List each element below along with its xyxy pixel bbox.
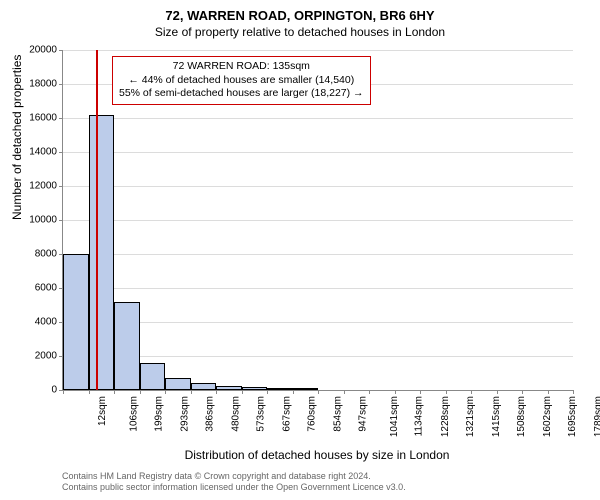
gridline xyxy=(63,254,573,255)
x-tick xyxy=(114,390,115,394)
x-tick-label: 293sqm xyxy=(179,396,190,432)
gridline xyxy=(63,356,573,357)
y-tick xyxy=(59,186,63,187)
chart-container: 72, WARREN ROAD, ORPINGTON, BR6 6HY Size… xyxy=(0,0,600,500)
histogram-bar xyxy=(140,363,166,390)
x-axis-title: Distribution of detached houses by size … xyxy=(62,448,572,462)
x-tick-label: 386sqm xyxy=(205,396,216,432)
x-tick xyxy=(420,390,421,394)
x-tick xyxy=(471,390,472,394)
x-tick-label: 573sqm xyxy=(256,396,267,432)
y-tick-label: 6000 xyxy=(15,283,57,294)
x-tick-label: 106sqm xyxy=(128,396,139,432)
x-tick xyxy=(369,390,370,394)
x-tick-label: 199sqm xyxy=(154,396,165,432)
x-tick xyxy=(446,390,447,394)
histogram-bar xyxy=(191,383,217,390)
gridline xyxy=(63,186,573,187)
x-tick xyxy=(522,390,523,394)
x-tick-label: 947sqm xyxy=(358,396,369,432)
x-tick-label: 1041sqm xyxy=(389,396,400,437)
gridline xyxy=(63,50,573,51)
annotation-box: 72 WARREN ROAD: 135sqm ← 44% of detached… xyxy=(112,56,371,105)
x-tick xyxy=(293,390,294,394)
x-tick xyxy=(63,390,64,394)
x-tick-label: 480sqm xyxy=(230,396,241,432)
y-tick-label: 4000 xyxy=(15,317,57,328)
x-tick-label: 1508sqm xyxy=(516,396,527,437)
y-tick xyxy=(59,50,63,51)
histogram-bar xyxy=(293,388,319,390)
x-tick xyxy=(497,390,498,394)
y-tick-label: 20000 xyxy=(15,45,57,56)
histogram-bar xyxy=(89,115,115,390)
footer-attribution: Contains HM Land Registry data © Crown c… xyxy=(62,471,406,494)
gridline xyxy=(63,118,573,119)
y-tick xyxy=(59,220,63,221)
x-tick-label: 854sqm xyxy=(332,396,343,432)
y-tick-label: 2000 xyxy=(15,351,57,362)
histogram-bar xyxy=(63,254,89,390)
chart-subtitle: Size of property relative to detached ho… xyxy=(0,23,600,39)
x-tick xyxy=(318,390,319,394)
y-tick-label: 8000 xyxy=(15,249,57,260)
chart-area: 0200040006000800010000120001400016000180… xyxy=(62,50,572,390)
x-tick xyxy=(267,390,268,394)
x-tick-label: 1321sqm xyxy=(465,396,476,437)
x-tick xyxy=(89,390,90,394)
x-tick xyxy=(344,390,345,394)
x-tick-label: 1789sqm xyxy=(593,396,600,437)
y-tick-label: 14000 xyxy=(15,147,57,158)
histogram-bar xyxy=(165,378,191,390)
x-tick-label: 760sqm xyxy=(307,396,318,432)
histogram-bar xyxy=(216,386,242,390)
x-tick xyxy=(573,390,574,394)
x-tick-label: 1415sqm xyxy=(491,396,502,437)
x-tick xyxy=(242,390,243,394)
x-tick-label: 12sqm xyxy=(97,396,108,426)
histogram-bar xyxy=(267,388,293,390)
y-tick-label: 16000 xyxy=(15,113,57,124)
x-tick-label: 667sqm xyxy=(281,396,292,432)
chart-title: 72, WARREN ROAD, ORPINGTON, BR6 6HY xyxy=(0,0,600,23)
y-tick xyxy=(59,84,63,85)
y-tick-label: 0 xyxy=(15,385,57,396)
x-tick-label: 1695sqm xyxy=(567,396,578,437)
highlight-marker-line xyxy=(96,50,98,390)
y-tick-label: 18000 xyxy=(15,79,57,90)
x-tick-label: 1602sqm xyxy=(542,396,553,437)
x-tick-label: 1228sqm xyxy=(440,396,451,437)
histogram-bar xyxy=(114,302,140,390)
annotation-line-3: 55% of semi-detached houses are larger (… xyxy=(119,87,364,101)
y-tick xyxy=(59,118,63,119)
annotation-line-2: ← 44% of detached houses are smaller (14… xyxy=(119,74,364,88)
x-tick xyxy=(395,390,396,394)
x-tick xyxy=(165,390,166,394)
annotation-line-1: 72 WARREN ROAD: 135sqm xyxy=(119,60,364,74)
x-tick xyxy=(548,390,549,394)
x-tick-label: 1134sqm xyxy=(413,396,424,436)
gridline xyxy=(63,220,573,221)
histogram-bar xyxy=(242,387,268,390)
x-tick xyxy=(140,390,141,394)
x-tick xyxy=(216,390,217,394)
gridline xyxy=(63,288,573,289)
y-tick-label: 10000 xyxy=(15,215,57,226)
gridline xyxy=(63,322,573,323)
x-tick xyxy=(191,390,192,394)
y-tick xyxy=(59,152,63,153)
y-tick-label: 12000 xyxy=(15,181,57,192)
gridline xyxy=(63,152,573,153)
footer-line-2: Contains public sector information licen… xyxy=(62,482,406,494)
footer-line-1: Contains HM Land Registry data © Crown c… xyxy=(62,471,406,483)
